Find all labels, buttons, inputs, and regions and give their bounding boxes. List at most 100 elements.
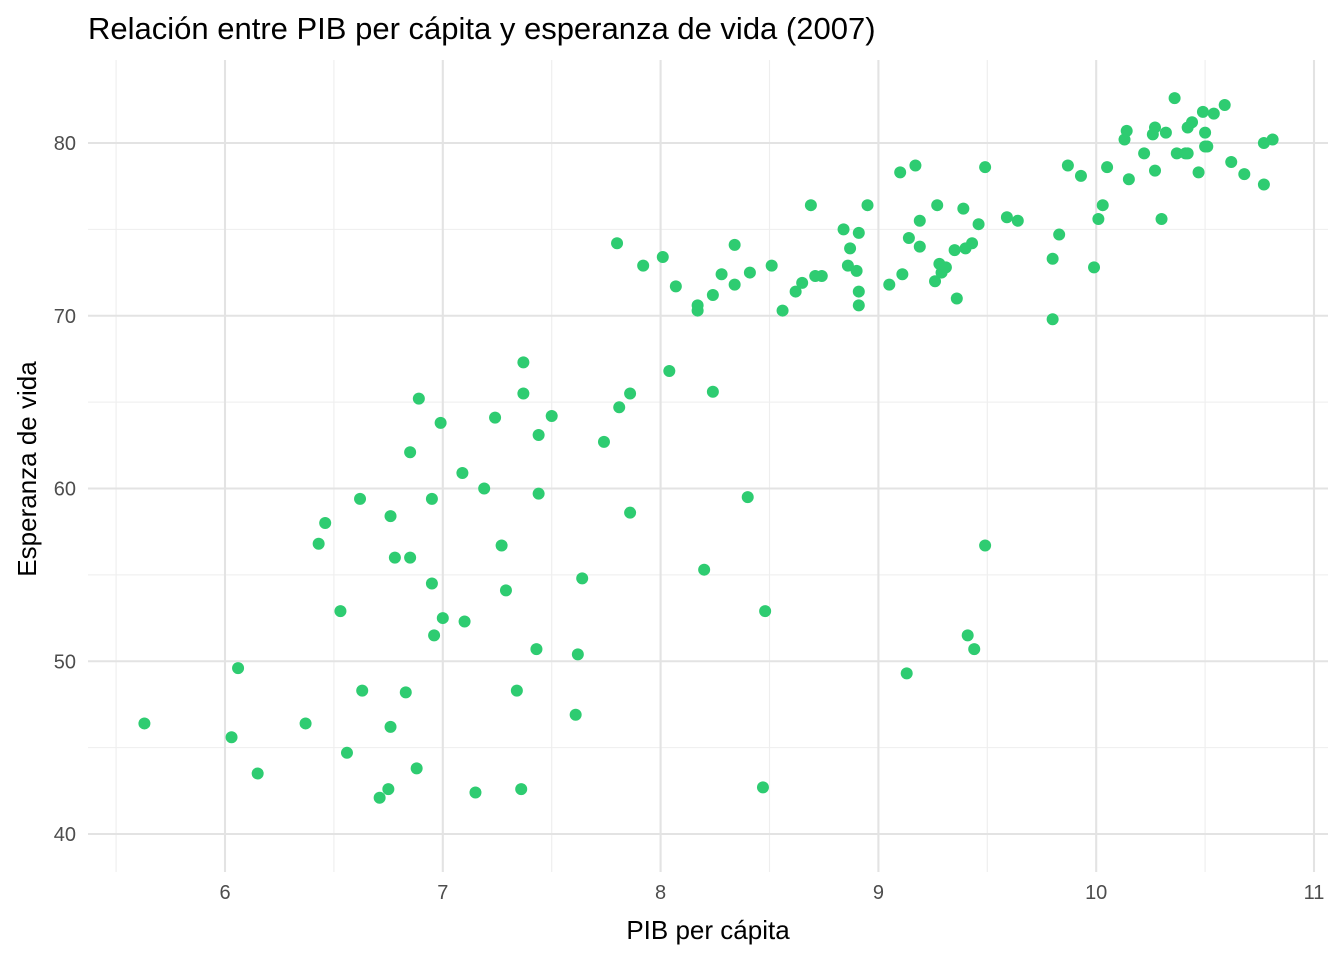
- data-point: [530, 643, 543, 656]
- data-point: [1000, 211, 1013, 224]
- y-tick-label: 60: [54, 479, 76, 501]
- data-point: [1199, 126, 1212, 139]
- data-point: [1053, 228, 1066, 241]
- data-point: [1061, 159, 1074, 172]
- data-point: [382, 783, 395, 796]
- x-tick-label: 10: [1085, 882, 1107, 904]
- data-point: [741, 491, 754, 504]
- x-axis-title: PIB per cápita: [626, 915, 790, 945]
- data-point: [656, 251, 669, 264]
- y-tick-label: 50: [54, 651, 76, 673]
- x-tick-label: 11: [1304, 882, 1325, 904]
- data-point: [850, 264, 863, 277]
- data-point: [913, 240, 926, 253]
- data-point: [373, 791, 386, 804]
- data-point: [841, 259, 854, 272]
- data-point: [756, 781, 769, 794]
- data-point: [428, 629, 441, 642]
- data-point: [399, 686, 412, 699]
- data-point: [765, 259, 778, 272]
- data-point: [1101, 161, 1114, 174]
- data-point: [1170, 147, 1183, 160]
- data-point: [804, 199, 817, 212]
- data-point: [691, 299, 704, 312]
- data-point: [968, 643, 981, 656]
- y-axis-title: Esperanza de vida: [12, 361, 42, 577]
- data-point: [1096, 199, 1109, 212]
- data-point: [728, 278, 741, 291]
- data-point: [1186, 116, 1199, 129]
- data-point: [883, 278, 896, 291]
- data-point: [1192, 166, 1205, 179]
- data-point: [669, 280, 682, 293]
- data-point: [950, 292, 963, 305]
- data-point: [743, 266, 756, 279]
- y-tick-label: 40: [54, 824, 76, 846]
- data-point: [948, 244, 961, 257]
- data-point: [900, 667, 913, 680]
- data-point: [894, 166, 907, 179]
- data-point: [1088, 261, 1101, 274]
- data-point: [354, 492, 367, 505]
- data-point: [495, 539, 508, 552]
- y-tick-label: 70: [54, 306, 76, 328]
- data-point: [815, 270, 828, 283]
- data-point: [340, 746, 353, 759]
- data-point: [972, 218, 985, 231]
- data-point: [251, 767, 264, 780]
- data-point: [1159, 126, 1172, 139]
- data-point: [384, 720, 397, 733]
- data-point: [489, 411, 502, 424]
- data-point: [706, 385, 719, 398]
- x-tick-label: 9: [873, 882, 884, 904]
- data-point: [232, 662, 245, 675]
- data-point: [1138, 147, 1151, 160]
- data-point: [861, 199, 874, 212]
- data-point: [425, 492, 438, 505]
- data-point: [663, 365, 676, 378]
- data-point: [844, 242, 857, 255]
- data-point: [225, 731, 238, 744]
- data-point: [979, 539, 992, 552]
- data-point: [1201, 140, 1214, 153]
- data-point: [1120, 124, 1133, 137]
- data-point: [434, 416, 447, 429]
- data-point: [138, 717, 151, 730]
- chart-title: Relación entre PIB per cápita y esperanz…: [88, 11, 876, 46]
- data-point: [909, 159, 922, 172]
- data-point: [624, 506, 637, 519]
- data-point: [1092, 213, 1105, 226]
- data-point: [837, 223, 850, 236]
- data-point: [613, 401, 626, 414]
- data-point: [545, 409, 558, 422]
- data-point: [312, 537, 325, 550]
- data-point: [852, 299, 865, 312]
- data-point: [1181, 147, 1194, 160]
- y-axis-tick-labels: 40 50 60 70 80: [54, 133, 76, 846]
- data-point: [706, 289, 719, 302]
- data-point: [1257, 178, 1270, 191]
- data-point: [404, 446, 417, 459]
- data-point: [425, 577, 438, 590]
- data-point: [458, 615, 471, 628]
- x-tick-label: 7: [437, 882, 448, 904]
- data-point: [1218, 98, 1231, 111]
- data-point: [334, 605, 347, 618]
- data-point: [939, 261, 952, 274]
- data-point: [1207, 107, 1220, 120]
- data-point: [299, 717, 312, 730]
- data-point: [1266, 133, 1279, 146]
- major-gridlines: [88, 60, 1328, 872]
- data-point: [966, 237, 979, 250]
- data-point: [852, 285, 865, 298]
- data-point: [319, 517, 332, 530]
- data-point: [852, 226, 865, 239]
- data-point: [1196, 105, 1209, 118]
- x-tick-label: 6: [219, 882, 230, 904]
- minor-gridlines: [88, 60, 1328, 872]
- data-point: [902, 232, 915, 245]
- data-point: [1149, 164, 1162, 177]
- data-point: [961, 629, 974, 642]
- data-point: [456, 466, 469, 479]
- data-point: [436, 612, 449, 625]
